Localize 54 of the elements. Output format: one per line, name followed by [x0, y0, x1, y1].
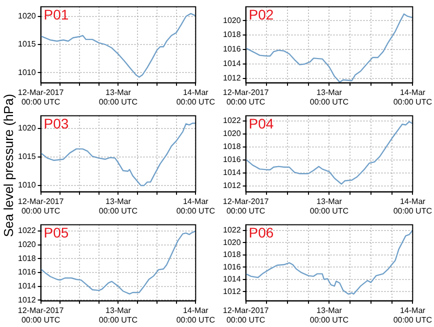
y-axis-title: Sea level pressure (hPa)	[2, 93, 17, 237]
y-tick-label: 1022	[223, 226, 242, 235]
y-tick-label: 1012	[223, 181, 242, 190]
y-tick-label: 1010	[18, 180, 36, 190]
chart-title: P06	[248, 224, 274, 241]
chart-title: P03	[44, 116, 69, 132]
x-tick-label: 12-Mar-2017 00:00 UTC	[222, 88, 270, 106]
x-tick-label: 12-Mar-2017 00:00 UTC	[222, 306, 270, 324]
x-tick-label: 13-Mar 00:00 UTC	[98, 196, 138, 216]
y-tick-label: 1014	[223, 59, 242, 68]
x-tick-label: 13-Mar 00:00 UTC	[310, 306, 349, 324]
chart-title: P02	[248, 6, 274, 23]
y-tick-label: 1020	[223, 129, 242, 138]
x-tick-label: 13-Mar 00:00 UTC	[98, 306, 138, 324]
x-tick-label: 13-Mar 00:00 UTC	[98, 88, 138, 106]
x-tick-label: 12-Mar-2017 00:00 UTC	[18, 196, 64, 216]
y-tick-label: 1018	[223, 30, 242, 40]
y-tick-label: 1010	[18, 68, 36, 77]
y-tick-label: 1022	[18, 226, 36, 236]
x-tick-label: 14-Mar 00:00 UTC	[176, 306, 216, 324]
y-tick-label: 1020	[223, 238, 242, 247]
y-tick-label: 1012	[223, 286, 242, 296]
x-tick-label: 14-Mar 00:00 UTC	[176, 196, 216, 216]
chart-title: P04	[248, 116, 274, 132]
y-tick-label: 1014	[223, 274, 242, 284]
y-tick-label: 1018	[223, 142, 242, 152]
x-tick-label: 14-Mar 00:00 UTC	[176, 88, 216, 106]
y-tick-label: 1020	[18, 12, 36, 21]
y-tick-label: 1018	[223, 250, 242, 260]
y-tick-label: 1012	[18, 295, 36, 304]
y-tick-label: 1022	[223, 116, 242, 126]
x-tick-label: 12-Mar-2017 00:00 UTC	[222, 196, 270, 216]
y-tick-label: 1014	[18, 281, 36, 290]
chart-title: P01	[44, 6, 69, 23]
x-tick-label: 12-Mar-2017 00:00 UTC	[18, 88, 64, 106]
y-tick-label: 1016	[223, 262, 242, 272]
y-tick-label: 1015	[18, 152, 36, 162]
y-tick-label: 1018	[18, 254, 36, 263]
x-tick-label: 13-Mar 00:00 UTC	[310, 196, 349, 216]
x-tick-label: 14-Mar 00:00 UTC	[393, 88, 432, 106]
y-tick-label: 1016	[223, 44, 242, 54]
y-tick-label: 1012	[223, 74, 242, 83]
y-tick-label: 1016	[18, 268, 36, 277]
x-tick-label: 12-Mar-2017 00:00 UTC	[18, 306, 64, 324]
x-tick-label: 14-Mar 00:00 UTC	[393, 306, 432, 324]
x-tick-label: 14-Mar 00:00 UTC	[393, 196, 432, 216]
y-tick-label: 1015	[18, 40, 36, 49]
x-tick-label: 13-Mar 00:00 UTC	[310, 88, 349, 106]
y-tick-label: 1020	[223, 16, 242, 25]
chart-title: P05	[44, 224, 69, 241]
y-tick-label: 1020	[18, 240, 36, 250]
y-tick-label: 1016	[223, 155, 242, 164]
y-tick-label: 1014	[223, 168, 242, 178]
y-tick-label: 1020	[18, 124, 36, 133]
